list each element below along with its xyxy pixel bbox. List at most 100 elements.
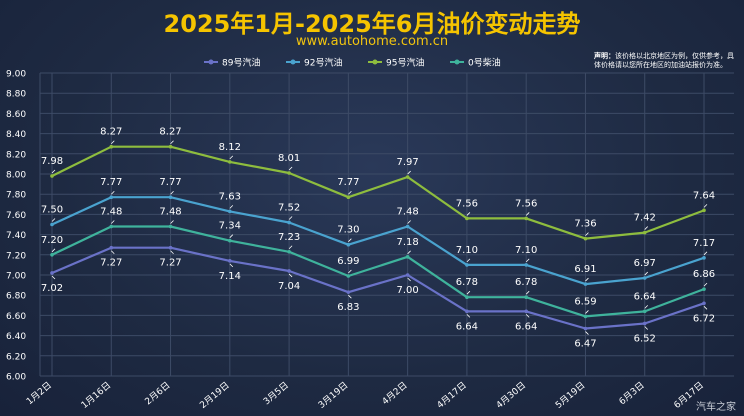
data-label: 6.52 (634, 333, 656, 344)
x-tick-label: 6月3日 (617, 380, 647, 407)
chart-title: 2025年1月-2025年6月油价变动走势 (163, 10, 581, 38)
label-leader (170, 220, 174, 224)
label-leader (348, 238, 352, 242)
data-label: 7.27 (100, 258, 122, 269)
data-point (228, 238, 232, 243)
data-label: 6.64 (634, 291, 656, 302)
data-label: 7.23 (278, 232, 300, 243)
data-point (465, 263, 469, 267)
data-point (465, 309, 469, 314)
label-leader (170, 190, 174, 195)
y-tick-label: 6.20 (6, 352, 26, 362)
data-label: 7.77 (337, 177, 359, 188)
data-label: 7.04 (278, 281, 300, 292)
label-leader (585, 277, 589, 282)
data-label: 6.78 (515, 277, 537, 288)
data-label: 7.42 (634, 213, 656, 224)
data-label: 7.56 (515, 198, 537, 209)
label-leader (525, 290, 530, 295)
label-leader (466, 290, 471, 295)
data-label: 6.64 (515, 321, 537, 332)
label-leader (288, 245, 293, 250)
data-label: 7.34 (219, 221, 241, 232)
x-tick-label: 3月19日 (316, 380, 350, 411)
data-point (346, 242, 351, 247)
legend-swatch-marker (454, 59, 460, 65)
data-point (168, 224, 173, 229)
data-label: 6.72 (693, 313, 715, 324)
data-point (524, 263, 528, 267)
x-tick-label: 3月5日 (261, 380, 291, 407)
data-label: 7.10 (515, 245, 537, 256)
data-point (168, 245, 173, 250)
data-label: 7.63 (219, 191, 241, 202)
data-point (405, 255, 410, 259)
y-tick-label: 6.40 (6, 332, 26, 342)
data-point (50, 253, 54, 257)
legend-entry: 89号汽油 (222, 57, 260, 69)
y-tick-label: 7.80 (6, 191, 26, 201)
data-point (642, 276, 647, 280)
data-label: 7.27 (159, 258, 181, 269)
data-point (702, 256, 706, 260)
x-tick-label: 4月17日 (435, 380, 469, 411)
data-label: 7.00 (397, 285, 419, 296)
label-leader (466, 258, 471, 263)
label-leader (51, 275, 56, 280)
data-label: 7.56 (456, 198, 478, 209)
label-leader (644, 271, 649, 276)
data-point (583, 282, 588, 286)
label-leader (51, 218, 56, 222)
series-line (51, 196, 705, 286)
data-point (524, 295, 528, 300)
data-point (168, 195, 173, 200)
label-leader (407, 250, 411, 255)
data-point (346, 195, 351, 200)
label-leader (51, 169, 56, 174)
label-leader (466, 212, 471, 216)
data-point (583, 236, 588, 241)
website-url: www.autohome.com.cn (295, 34, 449, 49)
label-leader (703, 251, 708, 256)
label-leader (288, 166, 293, 171)
watermark-logo-text: 汽车之家 (696, 402, 736, 413)
data-label: 7.14 (219, 271, 241, 282)
disclaimer-note: 声明：该价格以北京地区为例，仅供参考，具体价格请以您所在地区的加油站报价为准。 (594, 52, 734, 70)
label-leader (348, 190, 352, 195)
data-point (228, 160, 232, 164)
data-label: 8.27 (100, 127, 122, 138)
data-label: 8.27 (159, 127, 181, 138)
data-point (583, 314, 588, 319)
data-label: 7.18 (397, 237, 419, 248)
legend-swatch-marker (208, 59, 214, 65)
data-label: 6.86 (693, 269, 715, 280)
data-point (109, 195, 114, 200)
label-leader (348, 269, 352, 274)
label-leader (525, 314, 530, 318)
data-label: 7.97 (397, 157, 419, 168)
label-leader (229, 155, 234, 160)
data-label: 6.99 (337, 256, 359, 267)
data-label: 7.77 (159, 177, 181, 188)
data-point (405, 273, 410, 277)
data-point (287, 220, 291, 225)
label-leader (466, 314, 471, 318)
y-tick-label: 8.00 (6, 171, 26, 181)
label-leader (229, 234, 234, 238)
label-leader (229, 263, 234, 268)
label-leader (170, 250, 174, 255)
disclaimer-label: 声明： (594, 52, 615, 60)
data-point (524, 309, 528, 314)
y-tick-label: 8.40 (6, 130, 26, 140)
data-label: 7.17 (693, 238, 715, 249)
data-label: 6.83 (337, 302, 359, 313)
data-point (50, 222, 54, 227)
x-tick-label: 2月6日 (143, 380, 173, 407)
data-label: 7.36 (574, 219, 596, 230)
data-point (287, 249, 291, 254)
legend-entry: 0号柴油 (468, 57, 501, 69)
data-point (109, 144, 114, 149)
y-tick-label: 8.80 (6, 90, 26, 100)
